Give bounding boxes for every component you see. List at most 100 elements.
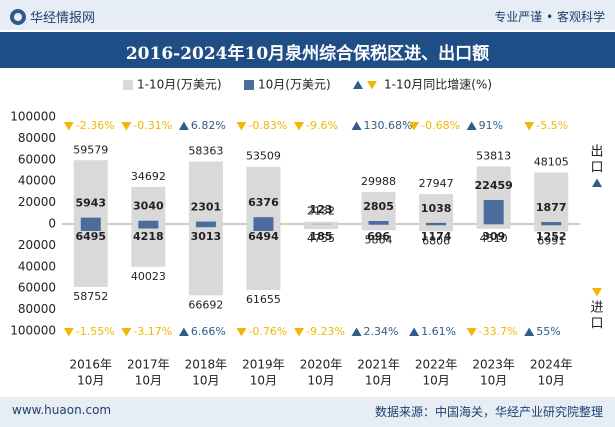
x-category-label: 2019年 — [242, 358, 285, 372]
import-monthly-label: 696 — [367, 230, 390, 243]
export-growth-label: 130.68% — [364, 119, 413, 132]
x-category-label: 10月 — [365, 374, 392, 388]
export-cumulative-label: 59579 — [73, 143, 108, 156]
x-category-label: 10月 — [192, 374, 219, 388]
export-growth-label: 6.82% — [191, 119, 226, 132]
export-monthly-bar — [426, 222, 447, 224]
export-cumulative-bar — [304, 221, 338, 224]
import-growth-triangle-icon — [466, 328, 477, 337]
import-monthly-label: 4218 — [133, 230, 164, 243]
import-cumulative-bar — [361, 224, 396, 231]
y-tick-label: 100000 — [10, 324, 56, 338]
export-side-label-char: 出 — [590, 145, 603, 160]
import-cumulative-bar — [476, 224, 511, 229]
export-cumulative-bar — [361, 191, 396, 224]
legend-swatch-cumulative — [123, 80, 133, 90]
legend-label-monthly: 10月(万美元) — [258, 78, 331, 92]
x-category-label: 10月 — [422, 374, 449, 388]
chart: 1-10月(万美元) 10月(万美元) 1-10月同比增速(%) 100000 8000… — [10, 78, 603, 388]
export-growth-label: -0.31% — [133, 119, 172, 132]
title-bar — [0, 32, 615, 68]
import-cumulative-label: 4510 — [480, 232, 508, 245]
x-category-label: 2024年 — [530, 358, 573, 372]
x-category-label: 10月 — [307, 374, 334, 388]
import-growth-triangle-icon — [294, 328, 304, 337]
export-growth-triangle-icon — [351, 121, 362, 130]
y-tick-label: 80000 — [18, 131, 56, 145]
x-category-label: 10月 — [250, 374, 277, 388]
footer-bar — [0, 397, 615, 427]
import-growth-label: -0.76% — [248, 325, 287, 338]
legend-swatch-monthly — [244, 80, 254, 90]
import-monthly-bar — [541, 224, 562, 226]
export-growth-label: -0.83% — [248, 119, 287, 132]
x-category-label: 2020年 — [300, 358, 343, 372]
y-tick-label: 20000 — [18, 195, 56, 209]
brand-logo-icon — [10, 8, 26, 25]
import-growth-label: 55% — [536, 325, 560, 338]
export-arrow-icon — [592, 178, 602, 187]
import-growth-triangle-icon — [236, 328, 247, 337]
export-monthly-bar — [541, 221, 562, 224]
import-cumulative-bar — [246, 224, 281, 290]
import-growth-label: -3.17% — [133, 325, 172, 338]
export-monthly-label: 2301 — [191, 201, 222, 214]
import-monthly-bar — [368, 224, 389, 225]
import-growth-label: -9.23% — [306, 325, 345, 338]
legend-up-triangle-icon — [353, 80, 363, 89]
legend-label-growth: 1-10月同比增速(%) — [384, 78, 492, 92]
export-growth-label: 91% — [479, 119, 503, 132]
import-monthly-label: 6495 — [75, 230, 106, 243]
export-cumulative-label: 29988 — [361, 175, 396, 188]
import-growth-triangle-icon — [178, 327, 189, 336]
export-monthly-bar — [368, 220, 389, 224]
export-monthly-bar — [80, 217, 101, 224]
x-category-label: 10月 — [480, 374, 507, 388]
export-cumulative-label: 58363 — [188, 145, 223, 158]
export-monthly-label: 5943 — [75, 197, 106, 210]
import-cumulative-label: 4755 — [307, 232, 335, 245]
import-cumulative-bar — [188, 224, 223, 296]
import-cumulative-label: 6806 — [422, 234, 450, 247]
import-monthly-bar — [195, 224, 216, 228]
import-growth-label: -1.55% — [76, 325, 115, 338]
export-monthly-label: 6376 — [248, 196, 279, 209]
export-cumulative-bar — [419, 194, 454, 224]
export-growth-triangle-icon — [409, 122, 420, 131]
import-cumulative-label: 5864 — [365, 233, 393, 246]
import-growth-label: 2.34% — [364, 325, 399, 338]
import-growth-triangle-icon — [409, 327, 420, 336]
x-category-label: 10月 — [135, 374, 162, 388]
import-growth-triangle-icon — [63, 328, 74, 337]
export-monthly-label: 3040 — [133, 200, 164, 213]
export-monthly-label: 2805 — [363, 200, 394, 213]
export-growth-triangle-icon — [294, 122, 304, 131]
export-monthly-bar — [195, 221, 216, 224]
export-monthly-bar — [483, 199, 504, 224]
export-cumulative-label: 34692 — [131, 170, 166, 183]
brand: 华经情报网 — [10, 7, 95, 26]
footer-source: 数据来源：中国海关，华经产业研究院整理 — [374, 405, 603, 419]
import-growth-triangle-icon — [524, 327, 535, 336]
import-monthly-bar — [253, 224, 274, 231]
export-growth-triangle-icon — [236, 122, 247, 131]
y-tick-label: 60000 — [18, 152, 56, 166]
import-monthly-label: 1252 — [536, 230, 567, 243]
y-tick-label: 60000 — [18, 281, 56, 295]
legend-down-triangle-icon — [367, 81, 377, 90]
import-monthly-label: 1174 — [421, 230, 452, 243]
top-bar — [0, 0, 615, 30]
export-growth-triangle-icon — [178, 121, 189, 130]
import-side-label-char: 进 — [590, 301, 603, 316]
export-monthly-label: 1038 — [421, 202, 452, 215]
x-category-label: 2021年 — [357, 358, 400, 372]
export-cumulative-label: 27947 — [419, 177, 454, 190]
import-monthly-bar — [138, 224, 159, 229]
import-cumulative-label: 66692 — [188, 298, 223, 311]
y-tick-label: 80000 — [18, 302, 56, 316]
export-growth-label: -9.6% — [306, 119, 338, 132]
import-cumulative-bar — [304, 224, 338, 230]
import-cumulative-bar — [131, 224, 166, 267]
export-monthly-label: 123 — [310, 203, 333, 216]
import-growth-label: 6.66% — [191, 325, 226, 338]
